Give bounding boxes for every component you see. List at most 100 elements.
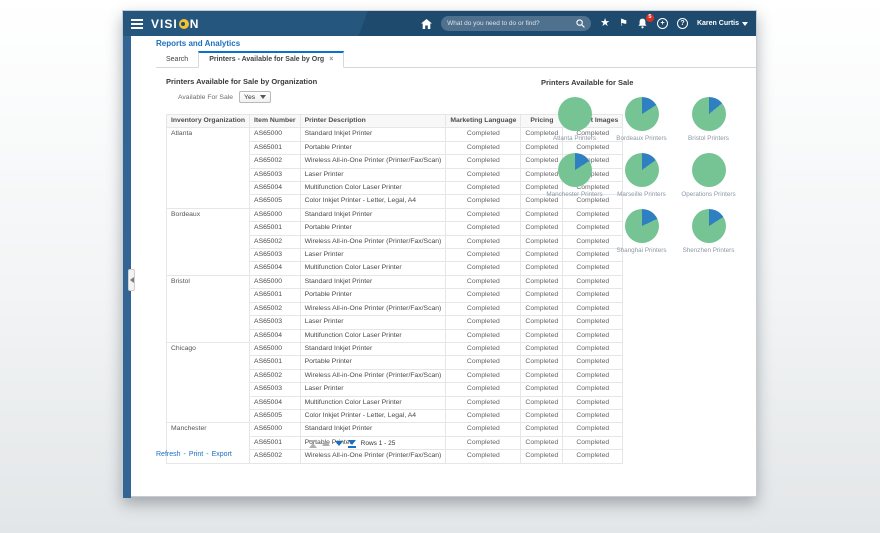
col-header-inventory-organization[interactable]: Inventory Organization [167,115,250,128]
tab-search[interactable]: Search [156,53,198,67]
pie-cell: Bordeaux Printers [608,97,675,145]
pricing-cell: Completed [521,289,563,302]
product-images-cell: Completed [563,342,623,355]
vision-logo[interactable]: VISIN [151,17,199,31]
tab-printers-report[interactable]: Printers - Available for Sale by Org × [198,51,344,68]
pricing-cell: Completed [521,369,563,382]
marketing-language-cell: Completed [446,423,521,436]
product-images-cell: Completed [563,275,623,288]
description-cell: Wireless All-in-One Printer (Printer/Fax… [300,369,446,382]
pie-label: Shanghai Printers [616,247,666,254]
home-icon[interactable] [421,19,432,29]
rows-range-label: Rows 1 - 25 [361,440,396,447]
link-separator: - [206,451,208,458]
product-images-cell: Completed [563,450,623,463]
marketing-language-cell: Completed [446,289,521,302]
table-row[interactable]: ManchesterAS65000Standard Inkjet Printer… [167,423,623,436]
marketing-language-cell: Completed [446,329,521,342]
pie-cell: Bristol Printers [675,97,742,145]
pie-chart[interactable] [692,153,726,187]
report-title: Printers Available for Sale by Organizat… [166,77,317,86]
item-number-cell: AS65003 [250,383,301,396]
report-footer-links: Refresh - Print - Export [156,451,232,458]
product-images-cell: Completed [563,302,623,315]
product-images-cell: Completed [563,316,623,329]
page-up-icon[interactable] [322,441,330,446]
page-bottom-icon[interactable] [348,440,356,448]
marketing-language-cell: Completed [446,262,521,275]
item-number-cell: AS65001 [250,289,301,302]
pie-chart[interactable] [625,153,659,187]
col-header-printer-description[interactable]: Printer Description [300,115,446,128]
description-cell: Multifunction Color Laser Printer [300,262,446,275]
col-header-item-number[interactable]: Item Number [250,115,301,128]
pie-chart[interactable] [692,209,726,243]
description-cell: Multifunction Color Laser Printer [300,396,446,409]
col-header-marketing-language[interactable]: Marketing Language [446,115,521,128]
pie-cell: Atlanta Printers [541,97,608,145]
marketing-language-cell: Completed [446,383,521,396]
marketing-language-cell: Completed [446,182,521,195]
search-input[interactable] [447,20,576,27]
item-number-cell: AS65002 [250,235,301,248]
description-cell: Wireless All-in-One Printer (Printer/Fax… [300,302,446,315]
help-icon[interactable]: ? [677,18,688,29]
marketing-language-cell: Completed [446,195,521,208]
pie-chart[interactable] [692,97,726,131]
marketing-language-cell: Completed [446,275,521,288]
item-number-cell: AS65002 [250,302,301,315]
product-images-cell: Completed [563,369,623,382]
org-cell: Bordeaux [167,208,250,275]
pie-label: Manchester Printers [546,191,602,198]
description-cell: Color Inkjet Printer - Letter, Legal, A4 [300,195,446,208]
page-top-icon[interactable] [309,440,317,448]
marketing-language-cell: Completed [446,450,521,463]
pie-cell: Manchester Printers [541,153,608,201]
marketing-language-cell: Completed [446,356,521,369]
page-down-icon[interactable] [335,441,343,446]
hamburger-menu-icon[interactable] [131,19,143,29]
global-search-box[interactable] [441,16,591,31]
marketing-language-cell: Completed [446,302,521,315]
marketing-language-cell: Completed [446,316,521,329]
pie-chart[interactable] [625,97,659,131]
description-cell: Wireless All-in-One Printer (Printer/Fax… [300,235,446,248]
product-images-cell: Completed [563,356,623,369]
available-for-sale-select[interactable]: Yes [239,91,271,103]
export-link[interactable]: Export [212,451,232,458]
item-number-cell: AS65004 [250,182,301,195]
user-name: Karen Curtis [697,20,739,27]
item-number-cell: AS65002 [250,155,301,168]
product-images-cell: Completed [563,289,623,302]
search-icon[interactable] [576,19,585,28]
panel-splitter[interactable] [128,269,135,291]
link-separator: - [184,451,186,458]
pie-chart[interactable] [558,153,592,187]
description-cell: Portable Printer [300,141,446,154]
table-row[interactable]: BristolAS65000Standard Inkjet PrinterCom… [167,275,623,288]
pie-chart[interactable] [558,97,592,131]
notifications-bell-icon[interactable]: 5 [637,18,648,29]
product-images-cell: Completed [563,409,623,422]
favorites-star-icon[interactable]: ★ [600,18,610,29]
refresh-link[interactable]: Refresh [156,451,181,458]
marketing-language-cell: Completed [446,342,521,355]
product-images-cell: Completed [563,262,623,275]
close-icon[interactable]: × [329,56,333,63]
description-cell: Color Inkjet Printer - Letter, Legal, A4 [300,409,446,422]
watchlist-flag-icon[interactable]: ⚑ [619,19,628,29]
pricing-cell: Completed [521,262,563,275]
marketing-language-cell: Completed [446,141,521,154]
table-row[interactable]: ChicagoAS65000Standard Inkjet PrinterCom… [167,342,623,355]
settings-icon[interactable]: + [657,18,668,29]
user-menu[interactable]: Karen Curtis [697,20,748,27]
pie-cell: Shanghai Printers [608,209,675,257]
description-cell: Portable Printer [300,289,446,302]
print-link[interactable]: Print [189,451,203,458]
marketing-language-cell: Completed [446,208,521,221]
product-images-cell: Completed [563,423,623,436]
description-cell: Wireless All-in-One Printer (Printer/Fax… [300,450,446,463]
item-number-cell: AS65005 [250,195,301,208]
pie-chart[interactable] [625,209,659,243]
description-cell: Laser Printer [300,383,446,396]
